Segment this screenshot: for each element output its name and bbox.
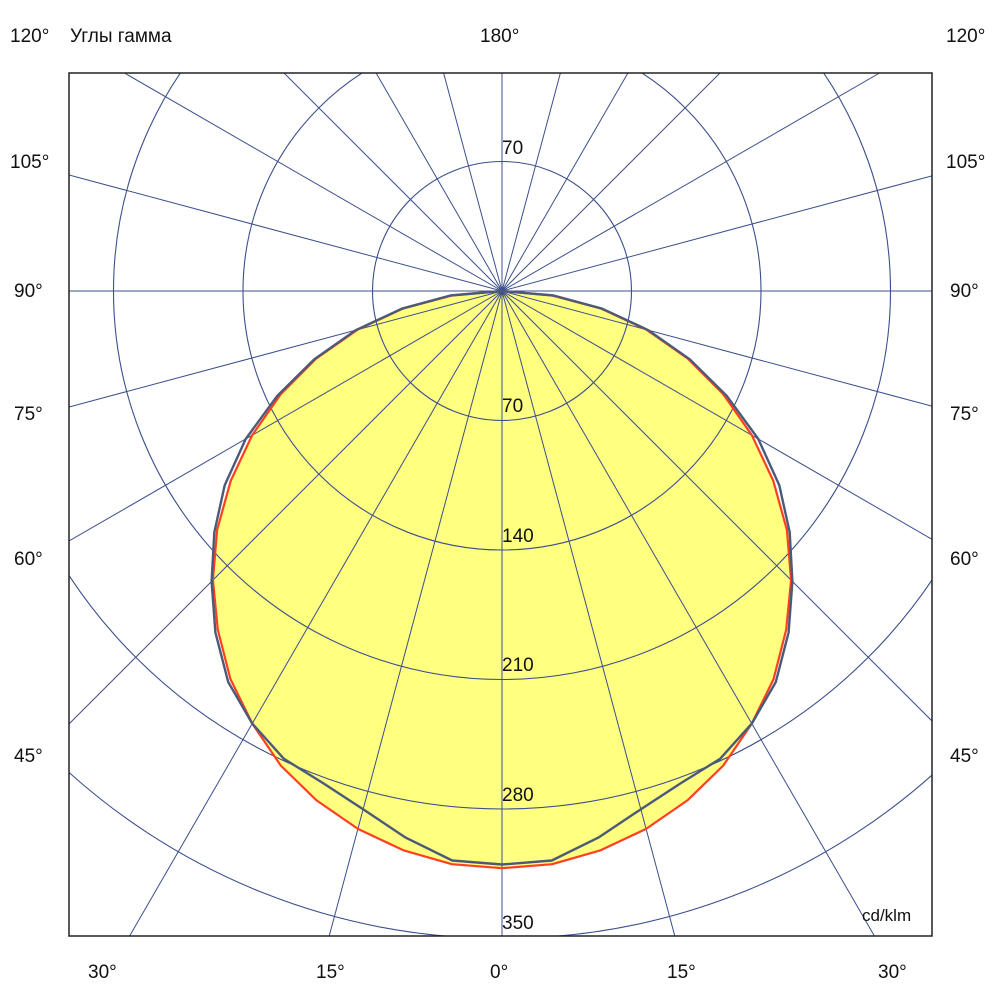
unit-label: cd/klm	[862, 906, 912, 925]
radial-tick-350: 350	[502, 913, 534, 934]
chart-title: Углы гамма	[70, 26, 172, 47]
radial-tick-210: 210	[502, 655, 534, 676]
angle-label-bottom-30-right: 30°	[878, 962, 907, 983]
radial-tick-70: 70	[502, 396, 524, 417]
angle-label-bottom-30-left: 30°	[88, 962, 117, 983]
grid-spoke-150	[501, 73, 629, 292]
angle-label-left-75: 75°	[14, 404, 43, 425]
intensity-curve-1	[211, 289, 793, 870]
grid-spoke-315	[69, 290, 503, 725]
angle-label-left-90: 90°	[14, 281, 43, 302]
grid-spoke-105	[501, 175, 932, 292]
angle-label-right-45: 45°	[950, 746, 979, 767]
angle-label-right-90: 90°	[950, 281, 979, 302]
angle-label-bottom-15-left: 15°	[316, 962, 345, 983]
angle-label-left-105: 105°	[10, 152, 50, 173]
plot-area	[69, 73, 932, 936]
angle-label-right-75: 75°	[950, 404, 979, 425]
angle-label-right-120: 120°	[946, 26, 986, 47]
angle-label-left-45: 45°	[14, 746, 43, 767]
grid-spoke-135	[501, 73, 721, 292]
grid-spoke-285	[69, 290, 503, 408]
grid-spoke-300	[69, 290, 503, 542]
grid-spoke-165	[501, 73, 561, 292]
grid-spoke-75	[501, 290, 932, 407]
angle-label-left-60: 60°	[14, 549, 43, 570]
radial-tick-280: 280	[502, 785, 534, 806]
angle-label-top-180: 180°	[480, 26, 520, 47]
intensity-curve-2	[210, 289, 794, 866]
grid-spoke-60	[501, 290, 932, 540]
grid-spoke-255	[69, 174, 503, 292]
angle-label-bottom-0: 0°	[490, 962, 509, 983]
grid-spoke-330	[129, 290, 503, 936]
grid-spoke-240	[124, 73, 503, 292]
grid-spoke-210	[375, 73, 503, 292]
upper-radial-tick-70: 70	[502, 138, 524, 159]
angle-label-right-105: 105°	[946, 152, 986, 173]
angle-label-left-120: 120°	[10, 26, 50, 47]
grid-spoke-225	[283, 73, 503, 292]
grid-spoke-45	[501, 290, 932, 722]
angle-label-bottom-15-right: 15°	[667, 962, 696, 983]
angle-label-right-60: 60°	[950, 549, 979, 570]
grid-spoke-120	[501, 73, 880, 292]
radial-tick-140: 140	[502, 526, 534, 547]
grid-spoke-195	[443, 73, 503, 292]
plot-frame	[68, 72, 933, 937]
grid-spoke-30	[501, 290, 875, 936]
